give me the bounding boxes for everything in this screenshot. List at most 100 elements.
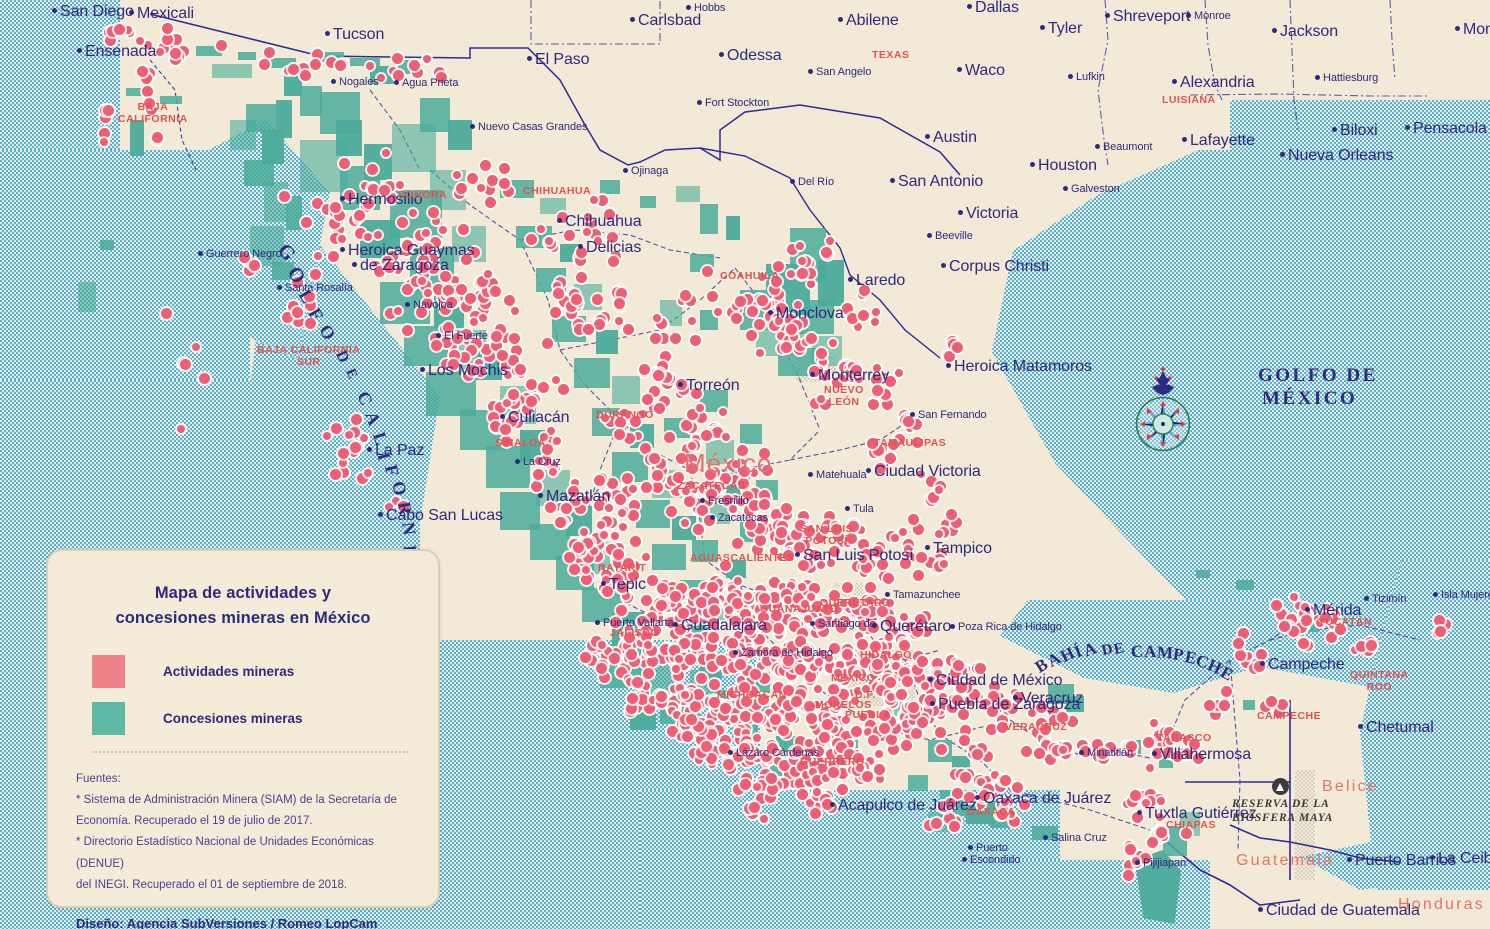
mining-activity-dot (952, 695, 963, 706)
mining-activity-dot (817, 764, 828, 775)
mining-activity-dot (716, 595, 724, 603)
mining-activity-dot (836, 754, 847, 765)
mining-activity-dot (470, 311, 481, 322)
mining-activity-dot (647, 656, 658, 667)
mining-activity-dot (809, 761, 820, 772)
mining-activity-dot (864, 728, 872, 736)
mining-activity-dot (531, 481, 542, 492)
mining-activity-dot (484, 184, 495, 195)
mining-activity-dot (857, 639, 868, 650)
mining-activity-dot (569, 564, 580, 575)
mining-activity-dot (1130, 790, 1141, 801)
mining-activity-dot (988, 691, 999, 702)
city-marker-dot (1095, 143, 1100, 149)
city-label: Nogales (331, 77, 379, 88)
mining-activity-dot (817, 650, 828, 661)
mining-activity-dot (693, 524, 704, 535)
mining-activity-dot (791, 529, 802, 540)
mining-activity-dot (831, 524, 842, 535)
city-name: Culiacán (508, 409, 570, 426)
mining-activity-dot (1163, 747, 1174, 758)
mining-activity-dot (1000, 775, 1011, 786)
mining-activity-dot (549, 468, 557, 476)
mining-activity-dot (659, 396, 670, 407)
mining-activity-dot (374, 266, 385, 277)
mining-activity-dot (921, 626, 932, 637)
mining-activity-dot (809, 550, 820, 561)
mining-activity-dot (951, 517, 962, 528)
legend-title-line1: Mapa de actividades y (154, 584, 332, 602)
mining-activity-dot (384, 181, 395, 192)
country-label-mexico: México (684, 448, 773, 478)
mining-activity-dot (946, 509, 957, 520)
mining-activity-dot (471, 338, 482, 349)
city-name: Lafayette (1190, 132, 1255, 149)
mining-activity-dot (762, 655, 773, 666)
city-label: Campeche (1260, 657, 1345, 673)
mining-activity-dot (570, 495, 581, 506)
legend-item-concesiones[interactable]: Concesiones mineras (92, 701, 412, 735)
city-label: Matehuala (808, 470, 867, 481)
mining-activity-dot (416, 307, 427, 318)
mining-activity-dot (511, 307, 519, 315)
mining-activity-dot (670, 333, 681, 344)
mining-activity-dot (323, 432, 331, 440)
city-label: Hobbs (686, 3, 725, 14)
mining-activity-dot (861, 608, 869, 616)
mining-activity-dot (873, 726, 884, 737)
mining-activity-dot (611, 532, 619, 540)
city-label: Monroe (1186, 11, 1231, 22)
mining-activity-dot (477, 276, 488, 287)
mining-activity-dot (774, 757, 782, 765)
legend-item-actividades[interactable]: Actividades mineras (92, 654, 412, 688)
city-label: Zamora de Hidalgo (733, 648, 833, 659)
water-label-golfo-de-mexico-line2: MÉXICO (1262, 388, 1358, 409)
reserva-label-line1: RESERVA DE LA (1232, 798, 1330, 810)
mining-activity-dot (720, 473, 731, 484)
mining-activity-dot (857, 526, 865, 534)
mining-activity-dot (1233, 638, 1244, 649)
mining-activity-dot (856, 764, 864, 772)
mining-activity-dot (829, 546, 840, 557)
mining-activity-dot (491, 331, 502, 342)
mining-activity-dot (1124, 860, 1135, 871)
city-marker-dot (1137, 810, 1142, 816)
mining-activity-dot (338, 235, 346, 243)
mining-activity-dot (800, 754, 811, 765)
mining-activity-dot (779, 648, 790, 659)
city-marker-dot (890, 178, 895, 184)
city-name: de Zaragoza (360, 257, 449, 274)
mining-activity-dot (627, 693, 638, 704)
city-name: Tampico (933, 540, 992, 557)
mining-activity-dot (854, 687, 862, 695)
mining-activity-dot (626, 678, 634, 686)
mining-activity-dot (811, 627, 822, 638)
mining-activity-dot (759, 448, 770, 459)
city-label: Torreón (678, 378, 740, 394)
mining-activity-dot (855, 375, 863, 383)
mining-activity-dot (590, 196, 598, 204)
mining-activity-dot (696, 597, 707, 608)
city-label: Austin (925, 130, 977, 146)
mining-activity-dot (1145, 796, 1156, 807)
mining-activity-dot (582, 566, 590, 574)
mining-activity-dot (773, 748, 781, 756)
mining-activity-dot (649, 453, 660, 464)
state-label: PUEBLA (845, 709, 891, 722)
mining-activity-dot (671, 485, 682, 496)
mining-activity-dot (576, 247, 587, 258)
mining-activity-dot (885, 633, 893, 641)
city-label: Fort Stockton (697, 98, 769, 109)
mining-activity-dot (553, 282, 561, 290)
mining-activity-dot (940, 699, 951, 710)
mining-activity-dot (487, 175, 498, 186)
mining-activity-dot (580, 528, 588, 536)
city-name: Acapulco de Juárez (838, 797, 977, 814)
mining-activity-dot (913, 570, 924, 581)
state-label-line: TABASCO (1157, 732, 1212, 744)
city-marker-dot (1315, 74, 1320, 80)
mining-activity-dot (713, 704, 721, 712)
state-label-line: JALISCO (610, 627, 660, 639)
city-label: San Luis Potosí (795, 548, 914, 564)
city-label: Ciudad Victoria (866, 464, 981, 480)
